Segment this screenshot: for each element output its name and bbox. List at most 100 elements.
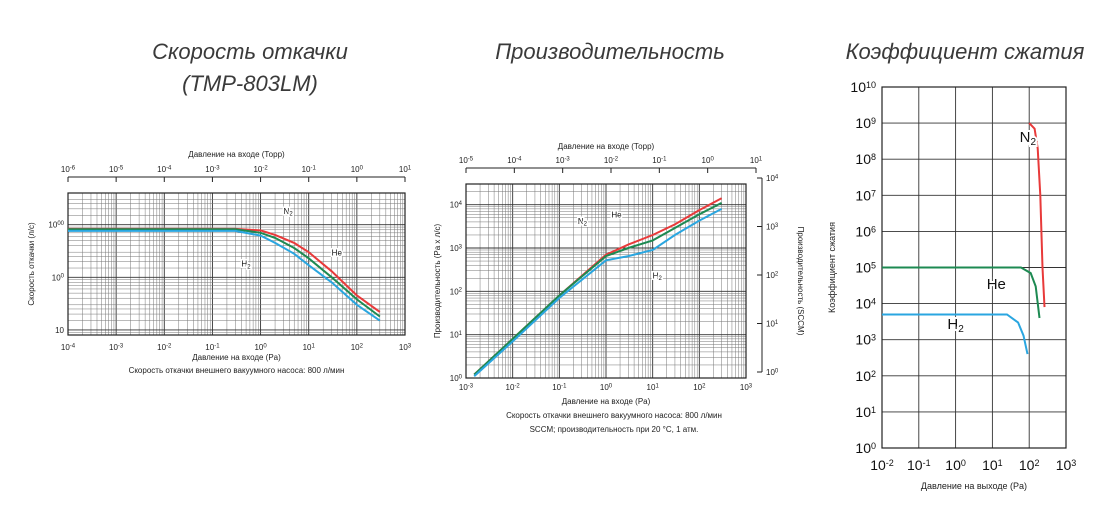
y-tick-label: 100: [52, 273, 65, 282]
x-tick-label: 10-2: [157, 343, 172, 352]
chart1-title-line2: (TMP-803LM): [182, 71, 318, 96]
chart1-note: Скорость откачки внешнего вакуумного нас…: [129, 366, 345, 375]
y-axis-label: Скорость откачки (л/с): [27, 222, 36, 306]
y2-tick-label: 100: [766, 368, 779, 377]
x-tick-label: 100: [600, 383, 613, 392]
y2-tick-label: 103: [766, 223, 779, 232]
x-tick-label: 103: [399, 343, 412, 352]
y-tick-label: 100: [450, 374, 463, 383]
x-tick-label: 102: [1019, 457, 1040, 473]
series-label-n2: N2: [1020, 129, 1037, 148]
x-tick-label: 103: [740, 383, 753, 392]
chart2-title: Производительность: [460, 36, 760, 68]
series-label-he: He: [611, 211, 622, 220]
y-tick-label: 102: [450, 287, 463, 296]
y-tick-label: 1000: [48, 221, 64, 230]
y-tick-label: 101: [450, 331, 463, 340]
series-label-h2: H2: [653, 271, 663, 282]
y-tick-label: 103: [855, 332, 876, 348]
y-tick-label: 109: [855, 115, 876, 131]
x2-tick-label: 10-6: [61, 165, 76, 174]
x2-tick-label: 10-4: [507, 156, 522, 165]
x-tick-label: 103: [1056, 457, 1077, 473]
x-tick-label: 10-1: [552, 383, 567, 392]
plot-frame: [465, 183, 747, 379]
y-tick-label: 104: [450, 201, 463, 210]
y-tick-label: 100: [855, 440, 876, 456]
x2-tick-label: 101: [399, 165, 412, 174]
y-tick-label: 102: [855, 368, 876, 384]
series-line-h2: [882, 313, 1029, 355]
chart2-throughput: 10-3 10-2 10-1 100 101 102 103 10-5 10-4 10-3 10-2…: [433, 142, 805, 434]
x-tick-label: 10-3: [459, 383, 474, 392]
x2-tick-label: 10-1: [652, 156, 667, 165]
series-label-n2: N2: [284, 207, 294, 218]
y-tick-label: 10: [55, 326, 64, 335]
x-tick-label: 101: [982, 457, 1003, 473]
y2-tick-label: 102: [766, 271, 779, 280]
x-tick-label: 101: [303, 343, 316, 352]
series-label-he: He: [332, 248, 343, 257]
y-tick-label: 107: [855, 187, 876, 203]
y-tick-label: 101: [855, 404, 876, 420]
chart2-note: Скорость откачки внешнего вакуумного нас…: [506, 411, 722, 420]
chart1-title-line1: Скорость откачки: [152, 39, 348, 64]
x2-tick-label: 10-5: [109, 165, 124, 174]
series-line-h2: [68, 229, 381, 322]
series-line-he: [473, 202, 723, 376]
y2-tick-label: 104: [766, 174, 779, 183]
x-tick-label: 10-1: [907, 457, 931, 473]
series-line-he: [68, 228, 381, 318]
x-tick-label: 102: [351, 343, 364, 352]
x2-tick-label: 10-2: [253, 165, 268, 174]
chart2-title-line1: Производительность: [495, 39, 725, 64]
series-line-n2: [1028, 122, 1046, 308]
x-tick-label: 10-1: [205, 343, 220, 352]
x2-tick-label: 100: [351, 165, 364, 174]
x-tick-label: 102: [693, 383, 706, 392]
x2-tick-label: 100: [702, 156, 715, 165]
x-tick-label: 100: [945, 457, 966, 473]
plot-frame: [67, 192, 406, 336]
y-tick-label: 104: [855, 296, 876, 312]
chart3-title: Коэффициент сжатия: [820, 36, 1110, 68]
x-tick-label: 100: [254, 343, 267, 352]
chart3-compression-ratio: 10-2 10-1 100 101 102 103 100 101 102 103 104 105 10…: [827, 79, 1076, 491]
x-axis-label: Давление на входе (Pa): [192, 353, 281, 362]
series-label-h2: H2: [947, 316, 964, 335]
x-tick-label: 101: [647, 383, 660, 392]
series-label-n2: N2: [578, 217, 588, 228]
x2-axis-label: Давление на входе (Торр): [188, 150, 285, 159]
chart1-pumping-speed: 10-4 10-3 10-2 10-1 100 101 102 103 10-6 10-5 10-4…: [27, 150, 412, 375]
y-tick-label: 105: [855, 260, 876, 276]
y-axis-label: Коэффициент сжатия: [827, 222, 837, 313]
chart2-note: SCCM; производительность при 20 °C, 1 ат…: [530, 425, 699, 434]
x2-tick-label: 10-1: [302, 165, 317, 174]
x2-axis-label: Давление на входе (Торр): [558, 142, 655, 151]
x-tick-label: 10-4: [61, 343, 76, 352]
x-tick-label: 10-2: [870, 457, 894, 473]
series-line-he: [882, 266, 1041, 319]
series-line-n2: [68, 227, 381, 313]
x2-tick-label: 10-2: [604, 156, 619, 165]
series-label-he: He: [987, 276, 1006, 293]
x2-tick-label: 10-5: [459, 156, 474, 165]
y-tick-label: 106: [855, 223, 876, 239]
x2-tick-label: 10-3: [556, 156, 571, 165]
x2-tick-label: 10-4: [157, 165, 172, 174]
x-axis-label: Давление на выходе (Pa): [921, 481, 1027, 491]
y-axis-label: Производительность (Pa x л/с): [433, 224, 442, 339]
y2-axis-label: Производительность (SCCM): [796, 227, 805, 336]
chart3-title-line1: Коэффициент сжатия: [845, 39, 1085, 64]
x-tick-label: 10-2: [506, 383, 521, 392]
y2-tick-label: 101: [766, 320, 779, 329]
series-line-h2: [473, 208, 723, 377]
x-tick-label: 10-3: [109, 343, 124, 352]
series-line-n2: [473, 197, 723, 376]
chart1-title: Скорость откачки (TMP-803LM): [100, 36, 400, 100]
y-tick-label: 103: [450, 244, 463, 253]
x2-tick-label: 101: [750, 156, 763, 165]
x2-tick-label: 10-3: [205, 165, 220, 174]
y-tick-label: 108: [855, 151, 876, 167]
